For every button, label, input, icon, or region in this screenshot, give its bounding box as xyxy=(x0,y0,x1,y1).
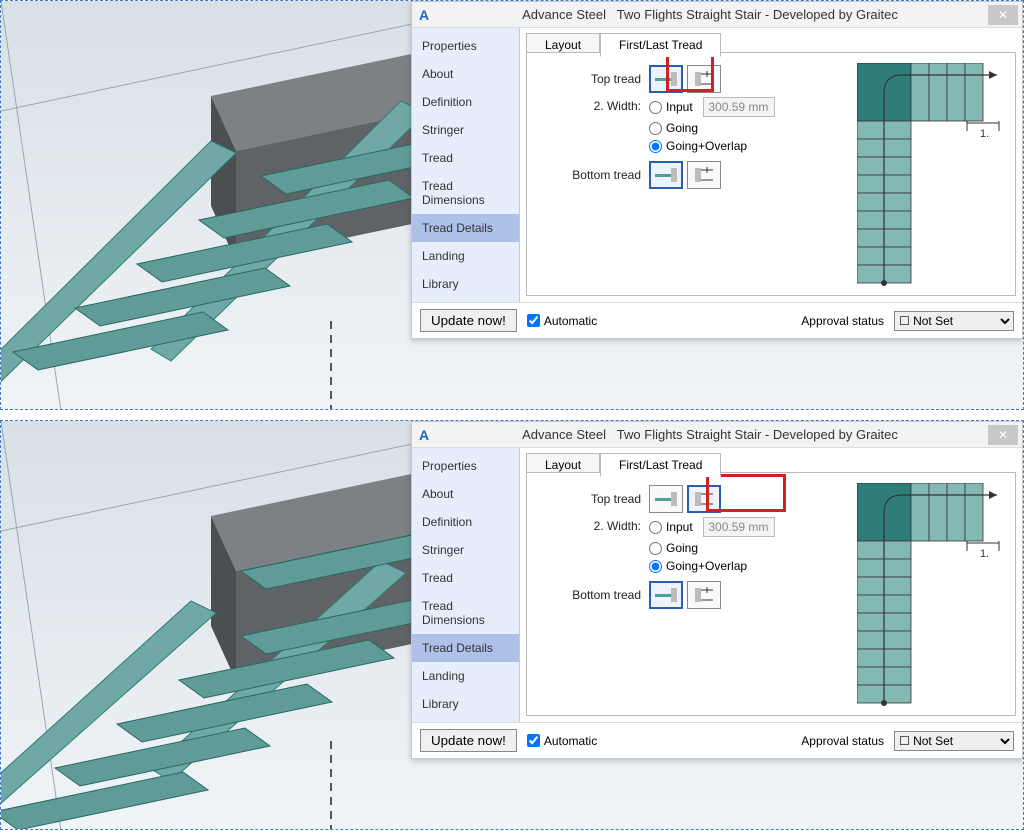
bottom-tread-option-2[interactable] xyxy=(687,161,721,189)
close-button[interactable]: ✕ xyxy=(988,425,1018,445)
sidebar-item-landing[interactable]: Landing xyxy=(412,662,519,690)
top-tread-option-2[interactable] xyxy=(687,485,721,513)
tab-first-last-tread[interactable]: First/Last Tread xyxy=(600,453,721,477)
sidebar-item-stringer[interactable]: Stringer xyxy=(412,116,519,144)
sidebar-item-tread-dimensions[interactable]: Tread Dimensions xyxy=(412,172,519,214)
sidebar-item-library[interactable]: Library xyxy=(412,690,519,718)
width-label: 2. Width: xyxy=(539,517,649,533)
app-logo-icon: A xyxy=(416,427,432,443)
tab-page: Top tread 2. Width: Input Going Going+Ov… xyxy=(526,472,1016,716)
stair-diagram: 1. xyxy=(857,63,1007,296)
stair-dialog: A Advance Steel Two Flights Straight Sta… xyxy=(411,1,1023,339)
width-option-going[interactable]: Going xyxy=(649,541,775,555)
top-tread-option-1[interactable] xyxy=(649,65,683,93)
width-option-going-overlap[interactable]: Going+Overlap xyxy=(649,139,775,153)
approval-status-select[interactable]: ☐ Not Set xyxy=(894,731,1014,751)
approval-status-label: Approval status xyxy=(801,314,884,328)
bottom-tread-label: Bottom tread xyxy=(539,588,649,602)
width-input xyxy=(703,97,775,117)
svg-text:1.: 1. xyxy=(980,128,989,140)
stair-diagram: 1. xyxy=(857,483,1007,716)
stair-dialog: A Advance Steel Two Flights Straight Sta… xyxy=(411,421,1023,759)
sidebar-item-tread[interactable]: Tread xyxy=(412,564,519,592)
sidebar-item-about[interactable]: About xyxy=(412,60,519,88)
comparison-row-0: A Advance Steel Two Flights Straight Sta… xyxy=(0,0,1024,410)
titlebar: A Advance Steel Two Flights Straight Sta… xyxy=(412,2,1022,28)
sidebar-item-definition[interactable]: Definition xyxy=(412,88,519,116)
top-tread-label: Top tread xyxy=(539,72,649,86)
width-option-input[interactable]: Input xyxy=(649,97,775,117)
width-options: Input Going Going+Overlap xyxy=(649,97,775,153)
sidebar-item-tread-details[interactable]: Tread Details xyxy=(412,214,519,242)
comparison-row-1: A Advance Steel Two Flights Straight Sta… xyxy=(0,420,1024,830)
bottom-tread-label: Bottom tread xyxy=(539,168,649,182)
sidebar-item-about[interactable]: About xyxy=(412,480,519,508)
dialog-title: Advance Steel Two Flights Straight Stair… xyxy=(432,427,988,442)
width-option-input[interactable]: Input xyxy=(649,517,775,537)
width-label: 2. Width: xyxy=(539,97,649,113)
sidebar-item-tread-details[interactable]: Tread Details xyxy=(412,634,519,662)
bottom-tread-option-1[interactable] xyxy=(649,161,683,189)
tab-page: Top tread 2. Width: Input Going Going+Ov… xyxy=(526,52,1016,296)
automatic-checkbox[interactable]: Automatic xyxy=(527,734,597,748)
app-logo-icon: A xyxy=(416,7,432,23)
sidebar-item-properties[interactable]: Properties xyxy=(412,32,519,60)
bottom-tread-option-1[interactable] xyxy=(649,581,683,609)
sidebar-item-library[interactable]: Library xyxy=(412,270,519,298)
sidebar-item-landing[interactable]: Landing xyxy=(412,242,519,270)
sidebar-item-tread[interactable]: Tread xyxy=(412,144,519,172)
sidebar: PropertiesAboutDefinitionStringerTreadTr… xyxy=(412,28,520,302)
sidebar-item-properties[interactable]: Properties xyxy=(412,452,519,480)
tab-first-last-tread[interactable]: First/Last Tread xyxy=(600,33,721,57)
width-option-going-overlap[interactable]: Going+Overlap xyxy=(649,559,775,573)
update-now-button[interactable]: Update now! xyxy=(420,729,517,752)
sidebar-item-stringer[interactable]: Stringer xyxy=(412,536,519,564)
bottom-tread-option-2[interactable] xyxy=(687,581,721,609)
close-button[interactable]: ✕ xyxy=(988,5,1018,25)
width-input xyxy=(703,517,775,537)
update-now-button[interactable]: Update now! xyxy=(420,309,517,332)
top-tread-option-2[interactable] xyxy=(687,65,721,93)
approval-status-select[interactable]: ☐ Not Set xyxy=(894,311,1014,331)
top-tread-option-1[interactable] xyxy=(649,485,683,513)
width-option-going[interactable]: Going xyxy=(649,121,775,135)
titlebar: A Advance Steel Two Flights Straight Sta… xyxy=(412,422,1022,448)
sidebar-item-definition[interactable]: Definition xyxy=(412,508,519,536)
width-options: Input Going Going+Overlap xyxy=(649,517,775,573)
automatic-checkbox[interactable]: Automatic xyxy=(527,314,597,328)
sidebar: PropertiesAboutDefinitionStringerTreadTr… xyxy=(412,448,520,722)
dialog-title: Advance Steel Two Flights Straight Stair… xyxy=(432,7,988,22)
approval-status-label: Approval status xyxy=(801,734,884,748)
top-tread-label: Top tread xyxy=(539,492,649,506)
sidebar-item-tread-dimensions[interactable]: Tread Dimensions xyxy=(412,592,519,634)
svg-text:1.: 1. xyxy=(980,548,989,560)
